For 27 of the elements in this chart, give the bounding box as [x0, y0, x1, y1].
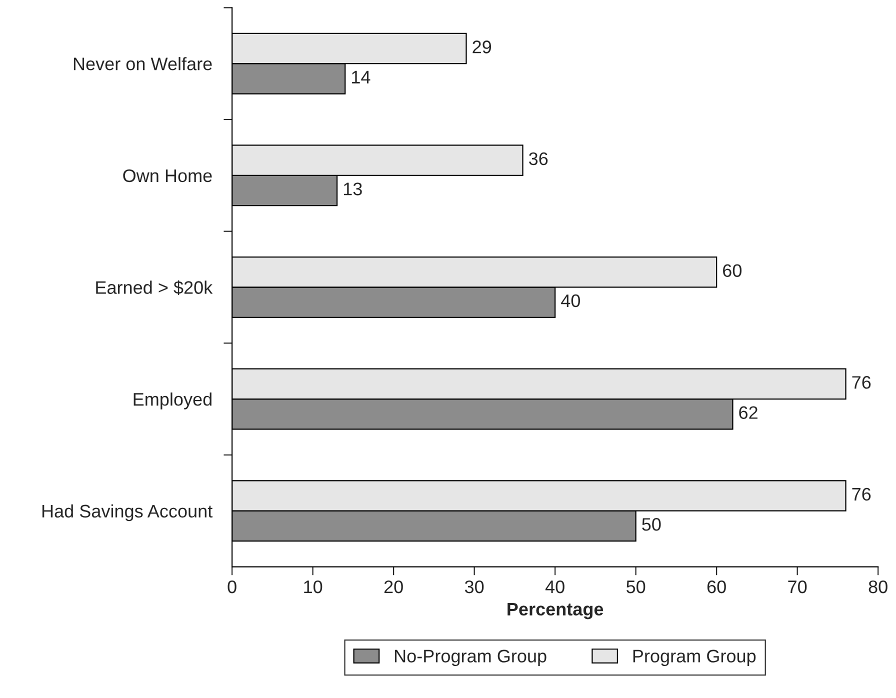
legend-label: Program Group: [633, 650, 756, 666]
x-axis-title: Percentage: [508, 602, 604, 620]
x-tick-label: 30: [464, 580, 484, 594]
x-tick-label: 10: [304, 580, 322, 594]
x-tick-label: 50: [626, 580, 646, 594]
data-label: 76: [852, 376, 871, 389]
data-label: 29: [472, 40, 492, 54]
x-tick-label: 80: [868, 580, 888, 594]
legend-label: No-Program Group: [395, 650, 546, 666]
y-tick-label: Employed: [134, 392, 212, 410]
data-label: 50: [642, 518, 661, 531]
x-tick-label: 20: [384, 580, 403, 594]
y-tick-label: Own Home: [123, 169, 212, 182]
data-label: 13: [344, 182, 362, 196]
data-label: 60: [723, 264, 742, 277]
data-label: 14: [352, 70, 370, 84]
x-tick-label: 0: [228, 580, 236, 594]
data-label: 62: [739, 406, 758, 419]
x-tick-label: 40: [545, 580, 564, 594]
data-label: 40: [561, 294, 580, 308]
y-tick-label: Never on Welfare: [74, 57, 212, 70]
data-label: 36: [529, 152, 548, 166]
data-label: 76: [852, 488, 871, 501]
y-tick-label: Earned > $20k: [96, 280, 213, 296]
x-tick-label: 60: [707, 580, 726, 594]
y-tick-label: Had Savings Account: [42, 504, 212, 522]
x-tick-label: 70: [788, 580, 807, 594]
